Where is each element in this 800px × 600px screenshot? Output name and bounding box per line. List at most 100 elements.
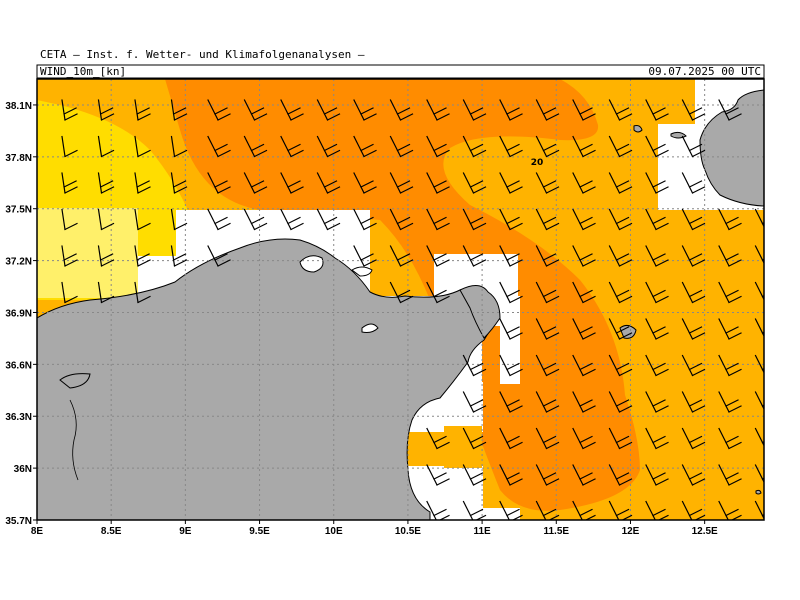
plot-frame	[36, 78, 765, 521]
wind-barb	[608, 427, 633, 450]
wind-barb	[462, 245, 487, 267]
wind-barb	[645, 135, 669, 158]
wind-barb	[535, 208, 560, 231]
wind-barb	[645, 172, 669, 194]
wind-barb	[718, 500, 742, 520]
wind-barb	[353, 135, 377, 158]
lon-tick-label: 8.5E	[101, 526, 122, 537]
wind-barb	[134, 135, 151, 158]
wind-barb	[134, 172, 151, 194]
lon-tick-label: 10E	[325, 526, 343, 537]
wind-barb	[681, 318, 706, 340]
wind-barb	[572, 172, 596, 194]
wind-barb	[645, 245, 669, 267]
wind-barb	[170, 172, 188, 194]
wind-barb	[499, 500, 523, 520]
header-box	[36, 64, 765, 79]
wind-barb	[134, 99, 151, 121]
wind-barb	[61, 281, 78, 304]
wind-barb	[535, 427, 560, 450]
wind-barb	[353, 99, 377, 121]
wind-barb	[499, 135, 523, 158]
lat-tick-label: 38.1N	[5, 101, 32, 112]
wind-barb	[426, 281, 450, 304]
wind-barb	[535, 391, 560, 413]
wind-barb	[681, 464, 706, 486]
wind-barb	[97, 99, 115, 121]
wind-barb	[243, 135, 268, 158]
lon-tick-label: 12.5E	[692, 526, 718, 537]
wind-barb	[389, 172, 414, 194]
lat-tick-label: 36.9N	[5, 308, 32, 319]
wind-barb	[134, 245, 151, 267]
wind-barb	[645, 318, 669, 340]
island-marettimo	[633, 125, 643, 133]
lake-bizerte	[299, 255, 324, 273]
wind-barb	[535, 281, 560, 304]
wind-barb	[462, 208, 487, 231]
wind-barb	[499, 354, 523, 377]
wind-barb	[134, 208, 151, 231]
map-area: 20	[37, 79, 764, 520]
wind-barb	[389, 208, 414, 231]
wind-barb	[61, 99, 78, 121]
wind-barb	[170, 208, 188, 231]
wind-barb	[535, 354, 560, 377]
lat-tick-label: 35.7N	[5, 516, 32, 527]
land-cap-bon	[459, 285, 501, 339]
wind-barb	[97, 172, 115, 194]
lake-tunis	[361, 323, 379, 333]
wind-barb	[608, 208, 633, 231]
wind-barb	[243, 208, 268, 231]
wind-barb	[645, 354, 669, 377]
wind-barb	[170, 99, 188, 121]
wind-barb	[389, 245, 414, 267]
lon-tick-label: 9.5E	[249, 526, 270, 537]
wind-barb	[718, 318, 742, 340]
wind-barb	[681, 391, 706, 413]
wind-barb	[389, 135, 414, 158]
wind-barb	[645, 500, 669, 520]
lat-tick-label: 36N	[14, 464, 32, 475]
wind-barb	[718, 245, 742, 267]
wind-barb	[718, 208, 742, 231]
wind-barb	[61, 208, 78, 231]
wind-barb	[718, 464, 742, 486]
wind-barb	[462, 354, 487, 377]
wind-barb	[462, 391, 487, 413]
wind-barb	[608, 464, 633, 486]
lat-tick-label: 37.5N	[5, 205, 32, 216]
wind-barb	[535, 99, 560, 121]
wind-barb	[572, 354, 596, 377]
wind-barb	[280, 172, 304, 194]
wind-barb	[207, 135, 231, 158]
wind-barb	[535, 135, 560, 158]
lon-tick-label: 9E	[179, 526, 192, 537]
wind-barb	[535, 500, 560, 520]
valid-time: 09.07.2025 00 UTC	[648, 65, 761, 78]
wind-barb	[608, 354, 633, 377]
wind-barb	[462, 135, 487, 158]
wind-barb	[426, 245, 450, 267]
wind-barb	[535, 172, 560, 194]
contour-label: 20	[531, 158, 544, 168]
wind-barb	[718, 391, 742, 413]
gridlines	[37, 79, 764, 520]
wind-barb	[499, 99, 523, 121]
wind-barb	[170, 245, 188, 267]
wind-barb	[572, 135, 596, 158]
wind-barb	[608, 135, 633, 158]
wind-barb	[572, 208, 596, 231]
wind-barb	[353, 245, 377, 267]
wind-barb	[608, 500, 633, 520]
wind-barb	[207, 245, 231, 267]
wind-barb	[316, 208, 341, 231]
lon-tick-label: 8E	[31, 526, 44, 537]
wind-barb	[645, 281, 669, 304]
wind-barb	[608, 172, 633, 194]
wind-barb	[389, 99, 414, 121]
lon-tick-label: 11.5E	[543, 526, 569, 537]
wind-barb	[316, 135, 341, 158]
lat-tick-label: 37.2N	[5, 257, 32, 268]
